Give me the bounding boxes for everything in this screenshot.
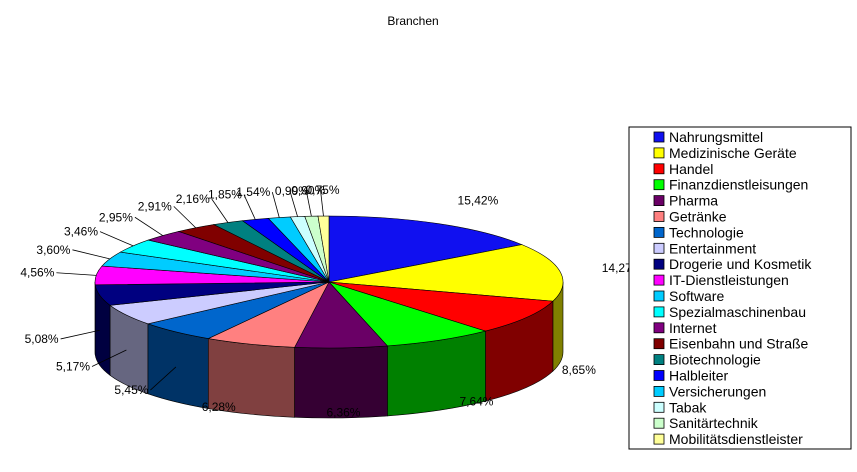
legend-swatch <box>653 179 665 191</box>
legend-swatch <box>653 433 665 445</box>
data-label: 3,46% <box>64 225 98 239</box>
legend-label: Biotechnologie <box>669 352 761 368</box>
data-label: 5,45% <box>114 383 148 397</box>
data-label: 3,60% <box>36 243 70 257</box>
data-label: 5,08% <box>25 332 59 346</box>
data-label: 1,54% <box>236 185 270 199</box>
data-label: 6,36% <box>326 405 360 419</box>
data-label: 15,42% <box>458 194 499 208</box>
legend-swatch <box>653 147 665 159</box>
legend-swatch <box>653 242 665 254</box>
legend-label: Halbleiter <box>669 368 728 384</box>
data-label: 1,85% <box>208 188 242 202</box>
legend-swatch <box>653 370 665 381</box>
legend-label: Software <box>669 288 724 304</box>
leader-line <box>134 216 163 236</box>
legend-swatch <box>653 338 665 350</box>
legend-swatch <box>653 131 665 143</box>
legend-swatch <box>653 290 665 302</box>
leader-line <box>320 189 324 217</box>
legend-label: Getränke <box>669 209 727 225</box>
legend-swatch <box>653 385 665 397</box>
legend-label: Handel <box>669 161 713 177</box>
slice-2 <box>328 244 564 302</box>
legend-label: Entertainment <box>669 240 756 256</box>
leader-line <box>289 190 298 217</box>
slice-1 <box>328 215 523 283</box>
leader-line <box>173 206 196 229</box>
legend-label: Nahrungsmittel <box>669 129 763 145</box>
data-label: 2,91% <box>138 199 172 213</box>
slice-4 <box>328 281 487 347</box>
data-label: 8,65% <box>562 363 596 377</box>
legend-swatch <box>653 401 665 413</box>
leader-line <box>150 366 177 391</box>
leader-line <box>305 190 312 217</box>
data-label: 7,64% <box>459 395 493 409</box>
data-label: 2,95% <box>99 210 133 224</box>
leader-line <box>99 231 134 247</box>
leader-line <box>56 272 97 276</box>
legend-label: Pharma <box>669 193 718 209</box>
leader-line <box>72 249 110 260</box>
pie-labels: 15,42%14,27%8,65%7,64%6,36%6,28%5,45%5,1… <box>20 183 642 419</box>
data-label: 4,56% <box>20 266 54 280</box>
pie-top <box>94 215 564 349</box>
legend-swatch <box>653 163 665 175</box>
legend-label: Versicherungen <box>669 383 766 399</box>
data-label: 5,17% <box>56 360 90 374</box>
data-label: 0,75% <box>305 183 339 197</box>
legend-label: Sanitärtechnik <box>669 415 759 431</box>
slice-3 <box>328 281 554 332</box>
legend-box <box>628 126 852 450</box>
legend-swatch <box>653 354 665 366</box>
legend-label: Finanzdienstleisungen <box>669 177 808 193</box>
legend-label: Medizinische Geräte <box>669 145 797 161</box>
legend-swatch <box>653 417 665 429</box>
legend-label: Internet <box>669 320 717 336</box>
leader-line <box>243 194 256 220</box>
leader-line <box>91 349 127 367</box>
leader-line <box>60 329 100 340</box>
chart-title: Branchen <box>387 14 438 28</box>
data-label: 6,28% <box>202 400 236 414</box>
legend-swatch <box>653 322 665 334</box>
data-label: 0,99% <box>275 184 309 198</box>
data-label: 0,90% <box>291 183 325 197</box>
legend-swatch <box>653 195 665 207</box>
leader-line <box>211 198 229 223</box>
legend-label: Mobilitätsdienstleister <box>669 431 803 447</box>
legend-swatch <box>653 274 665 286</box>
data-label: 2,16% <box>176 192 210 206</box>
legend-label: IT-Dienstleistungen <box>669 272 789 288</box>
legend-swatch <box>653 226 665 238</box>
legend-label: Technologie <box>669 224 744 240</box>
legend-swatch <box>653 306 665 318</box>
legend-label: Spezialmaschinenbau <box>669 304 806 320</box>
legend-swatch <box>653 258 665 270</box>
legend-label: Drogerie und Kosmetik <box>669 256 812 272</box>
leader-line <box>271 191 280 218</box>
legend-swatch <box>653 211 665 222</box>
legend-label: Tabak <box>669 399 707 415</box>
legend-label: Eisenbahn und Straße <box>669 336 809 352</box>
pie-leaders <box>56 189 324 391</box>
